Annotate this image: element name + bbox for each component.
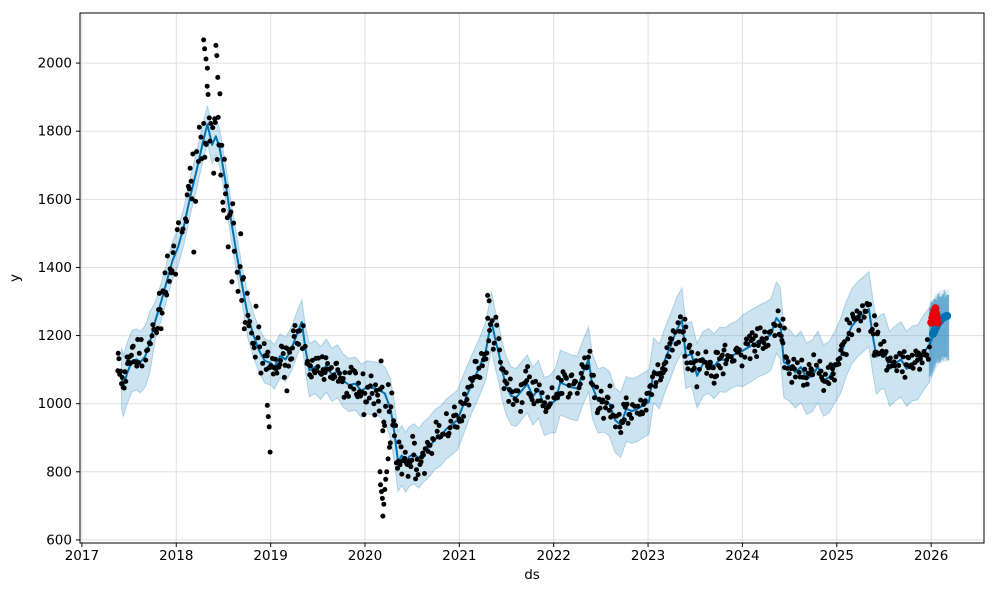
- outlier-point: [266, 424, 272, 430]
- outlier-point: [486, 298, 492, 304]
- y-tick-label: 1800: [38, 124, 72, 140]
- outlier-point: [201, 37, 207, 43]
- y-axis-label: y: [7, 274, 23, 282]
- y-tick-label: 600: [46, 532, 72, 548]
- outlier-point: [485, 292, 491, 298]
- outlier-point: [382, 487, 388, 492]
- outlier-point: [781, 325, 787, 331]
- y-tick-label: 1000: [38, 396, 72, 412]
- outlier-point: [683, 324, 689, 330]
- outlier-point: [215, 74, 221, 80]
- outlier-point: [385, 456, 391, 462]
- y-tick-label: 1200: [38, 328, 72, 344]
- x-tick-label: 2026: [914, 548, 948, 564]
- x-tick-label: 2021: [442, 548, 476, 564]
- outlier-point: [267, 449, 273, 455]
- x-tick-label: 2020: [348, 548, 382, 564]
- outlier-point: [682, 316, 688, 322]
- outlier-point: [202, 46, 208, 52]
- anomaly-point: [933, 318, 942, 327]
- anomaly-points: [927, 304, 942, 327]
- outlier-point: [213, 42, 219, 48]
- x-tick-label: 2018: [159, 548, 193, 564]
- outlier-point: [378, 482, 383, 488]
- axis-ticks: [76, 62, 932, 547]
- outlier-point: [214, 53, 220, 59]
- y-tick-label: 800: [46, 464, 72, 480]
- outlier-point: [203, 56, 209, 62]
- y-tick-labels: 600 800 1000 1200 1400 1600 1800 2000: [38, 56, 72, 549]
- outlier-point: [379, 495, 385, 501]
- gridlines: [80, 13, 984, 543]
- outlier-point: [874, 331, 880, 337]
- outlier-point: [381, 501, 387, 507]
- observed-scatter: [115, 83, 932, 482]
- outlier-point: [872, 313, 877, 319]
- x-tick-label: 2025: [820, 548, 854, 564]
- x-tick-label: 2023: [631, 548, 665, 564]
- outlier-point: [380, 513, 386, 519]
- outlier-point: [377, 469, 383, 475]
- x-axis-label: ds: [524, 567, 540, 583]
- x-tick-label: 2017: [65, 548, 99, 564]
- y-tick-label: 1600: [38, 192, 72, 208]
- outlier-point: [780, 316, 786, 322]
- outlier-point: [387, 444, 392, 450]
- outlier-point: [264, 402, 270, 408]
- x-tick-label: 2024: [725, 548, 759, 564]
- outlier-point: [384, 469, 390, 475]
- axes-spines: [79, 12, 985, 544]
- y-tick-label: 2000: [38, 56, 72, 72]
- outlier-point: [204, 65, 210, 71]
- outlier-point: [115, 350, 121, 356]
- outlier-point: [383, 476, 389, 482]
- observed-outliers: [115, 37, 880, 519]
- x-tick-labels: 2017 2018 2019 2020 2021 2022 2023 2024 2025 2026: [65, 548, 949, 564]
- outlier-point: [116, 356, 122, 362]
- x-tick-label: 2019: [253, 548, 287, 564]
- outlier-point: [873, 322, 879, 328]
- x-tick-label: 2022: [537, 548, 571, 564]
- y-tick-label: 1400: [38, 260, 72, 276]
- outlier-point: [265, 414, 271, 420]
